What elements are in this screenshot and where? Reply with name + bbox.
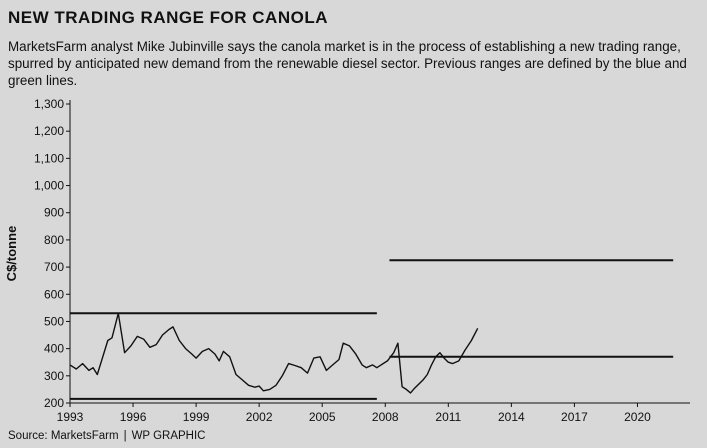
x-tick-label: 2020 (624, 410, 651, 424)
x-tick-label: 2011 (435, 410, 461, 424)
y-axis-label: C$/tonne (4, 226, 19, 282)
y-tick-label: 200 (44, 396, 64, 410)
y-tick-label: 800 (44, 233, 64, 247)
x-tick-label: 2014 (498, 410, 525, 424)
y-tick-label: 400 (44, 342, 64, 356)
x-tick-label: 2017 (561, 410, 588, 424)
y-tick-label: 600 (44, 287, 64, 301)
y-tick-label: 1,100 (34, 151, 64, 165)
x-tick-label: 1993 (57, 410, 84, 424)
y-tick-label: 1,300 (34, 97, 64, 111)
y-tick-label: 900 (44, 206, 64, 220)
x-tick-label: 2002 (246, 410, 273, 424)
graphic-credit: WP GRAPHIC (131, 430, 206, 442)
chart-subtitle: MarketsFarm analyst Mike Jubinville says… (8, 39, 687, 88)
source-credit: Source: MarketsFarm | WP GRAPHIC (8, 430, 205, 442)
x-tick-label: 1996 (120, 410, 147, 424)
source-label: Source: MarketsFarm (8, 430, 119, 442)
y-tick-label: 1,200 (34, 124, 64, 138)
x-tick-label: 2008 (372, 410, 399, 424)
y-tick-label: 300 (44, 369, 64, 383)
y-tick-label: 1,000 (34, 179, 64, 193)
source-separator: | (123, 430, 127, 442)
chart-title: NEW TRADING RANGE FOR CANOLA (8, 8, 328, 27)
y-tick-label: 700 (44, 260, 64, 274)
x-tick-label: 1999 (183, 410, 210, 424)
y-tick-label: 500 (44, 314, 64, 328)
canola-price-line (69, 312, 479, 394)
x-tick-label: 2005 (309, 410, 336, 424)
